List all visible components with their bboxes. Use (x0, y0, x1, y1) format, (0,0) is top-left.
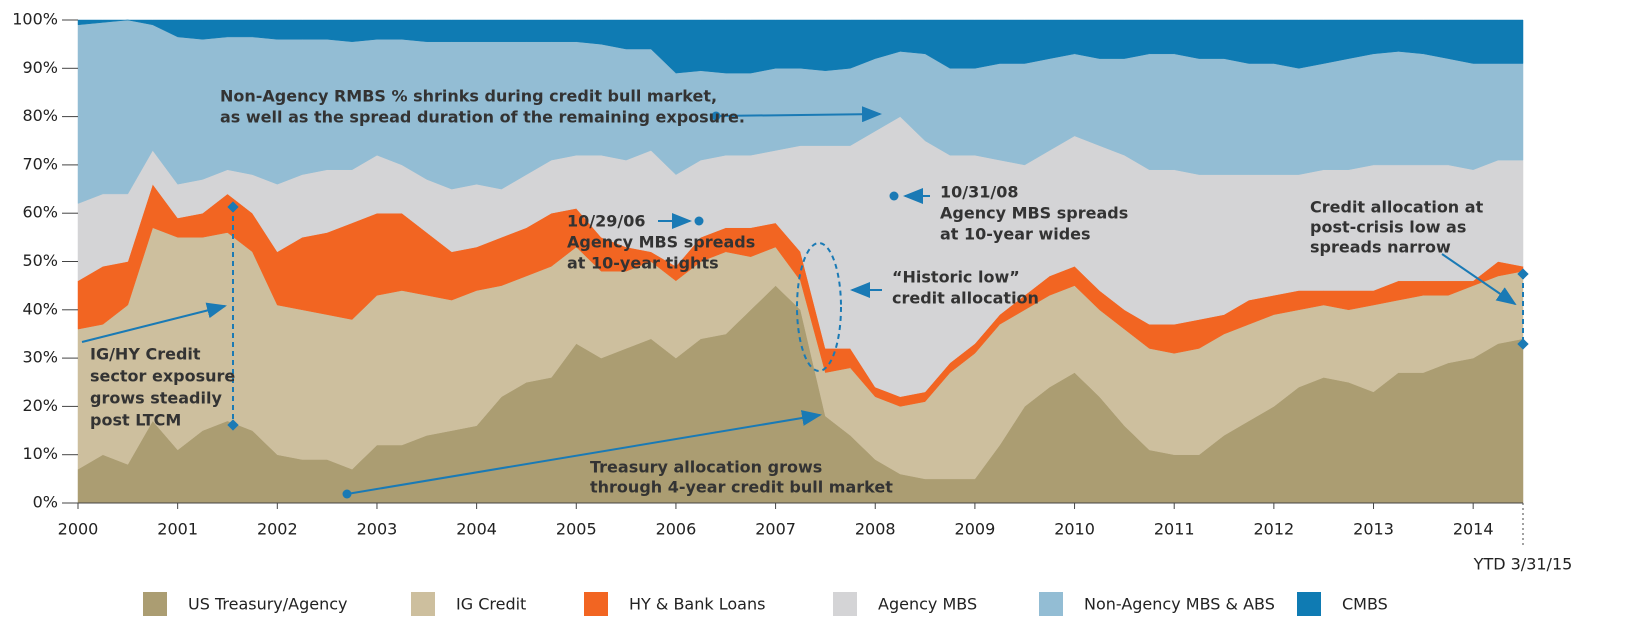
annotation: at 10-year tights (567, 254, 719, 273)
x-tick-label: 2007 (755, 520, 796, 539)
x-tick-label: 2000 (58, 520, 99, 539)
x-tick-label: 2011 (1154, 520, 1195, 539)
annotation: Credit allocation at (1310, 198, 1484, 217)
x-tick-label: 2005 (556, 520, 597, 539)
legend-swatch (411, 592, 435, 616)
legend-swatch (143, 592, 167, 616)
y-tick-label: 80% (22, 106, 58, 125)
annotation: “Historic low” (892, 268, 1020, 287)
arrow (715, 106, 882, 123)
y-tick-label: 40% (22, 299, 58, 318)
dot (889, 191, 899, 201)
annotation: Agency MBS spreads (940, 204, 1128, 223)
annotation: as well as the spread duration of the re… (220, 108, 745, 127)
x-tick-label: 2001 (157, 520, 198, 539)
y-tick-label: 90% (22, 58, 58, 77)
highlight (796, 242, 842, 372)
legend-label: US Treasury/Agency (188, 595, 348, 614)
y-tick-label: 100% (12, 10, 58, 29)
annotation: at 10-year wides (940, 225, 1091, 244)
diamond (227, 419, 239, 431)
x-tick-label: 2004 (456, 520, 497, 539)
y-tick-label: 50% (22, 251, 58, 270)
x-tick-label: 2002 (257, 520, 298, 539)
legend-swatch (1297, 592, 1321, 616)
x-tick-label: 2012 (1254, 520, 1295, 539)
dot (694, 216, 704, 226)
diamond (1517, 268, 1529, 280)
legend-swatch (584, 592, 608, 616)
arrow (1441, 253, 1517, 306)
annotation: Treasury allocation grows (590, 458, 822, 477)
y-tick-label: 60% (22, 203, 58, 222)
y-tick-label: 0% (33, 493, 58, 512)
legend-label: Non-Agency MBS & ABS (1084, 595, 1275, 614)
annotation: post-crisis low as (1310, 218, 1466, 237)
legend-swatch (1039, 592, 1063, 616)
annotation: IG/HY Credit (90, 345, 201, 364)
x-tick-label: 2006 (656, 520, 697, 539)
annotation: spreads narrow (1310, 238, 1451, 257)
annotation: through 4-year credit bull market (590, 478, 893, 497)
legend-label: IG Credit (456, 595, 526, 614)
x-tick-label: 2008 (855, 520, 896, 539)
x-tick-label: 2013 (1353, 520, 1394, 539)
y-tick-label: 70% (22, 154, 58, 173)
x-tick-label: YTD 3/31/15 (1473, 555, 1573, 574)
annotation: 10/31/08 (940, 183, 1018, 202)
x-tick-label: 2010 (1054, 520, 1095, 539)
annotation: credit allocation (892, 289, 1039, 308)
annotation: 10/29/06 (567, 212, 645, 231)
diamond (1517, 338, 1529, 350)
legend-label: Agency MBS (878, 595, 977, 614)
annotation: post LTCM (90, 411, 181, 430)
x-tick-label: 2003 (357, 520, 398, 539)
y-tick-label: 30% (22, 348, 58, 367)
arrow (346, 410, 822, 495)
y-tick-label: 20% (22, 396, 58, 415)
x-tick-label: 2014 (1453, 520, 1494, 539)
legend-swatch (833, 592, 857, 616)
area (77, 19, 1524, 74)
y-tick-label: 10% (22, 444, 58, 463)
legend-label: CMBS (1342, 595, 1388, 614)
annotation: grows steadily (90, 389, 222, 408)
x-tick-label: 2009 (955, 520, 996, 539)
annotation: Non-Agency RMBS % shrinks during credit … (220, 87, 717, 106)
annotation: Agency MBS spreads (567, 233, 755, 252)
diamond (227, 201, 239, 213)
arrow (81, 302, 227, 343)
annotation: sector exposure (90, 367, 235, 386)
legend-label: HY & Bank Loans (629, 595, 765, 614)
